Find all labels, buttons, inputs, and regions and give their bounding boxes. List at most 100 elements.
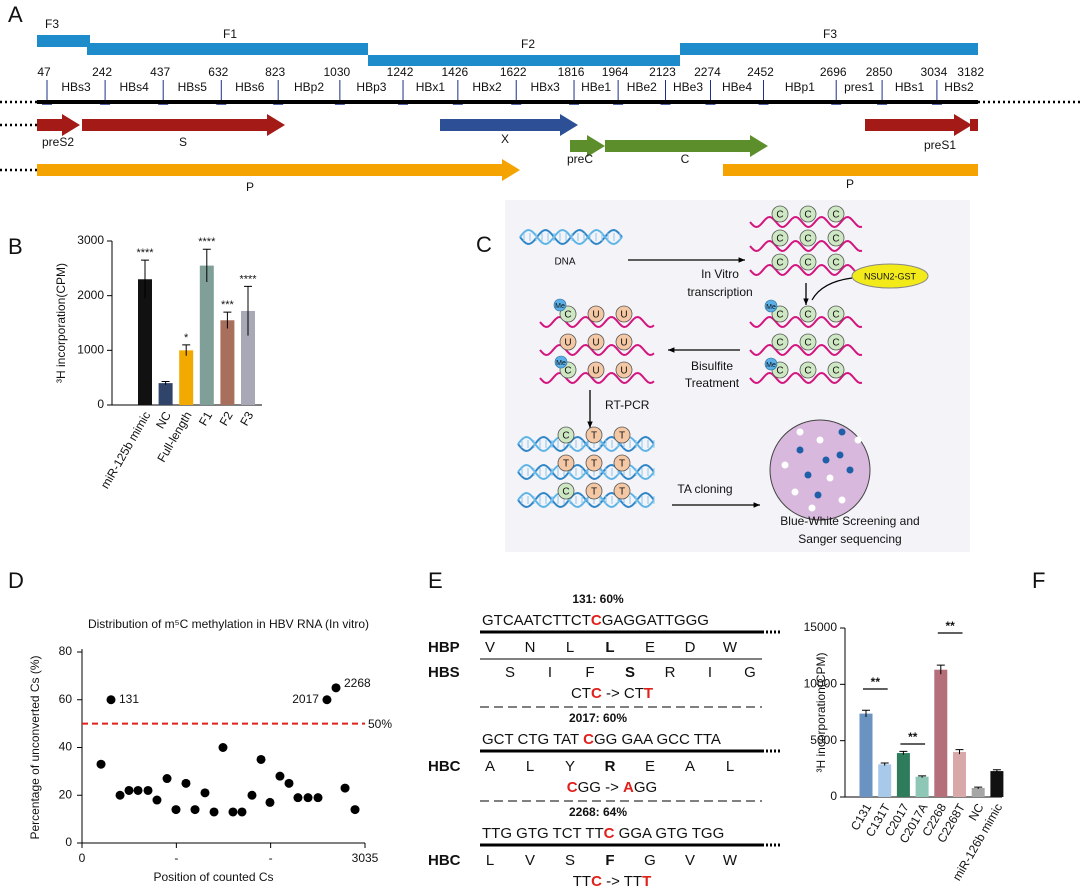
methyl-label: Me [766,362,776,369]
bar [934,669,948,797]
result-label: Sanger sequencing [798,532,901,546]
position-label: 2452 [747,65,774,79]
panel-letter: C [476,232,492,257]
bar [990,771,1004,797]
point [181,778,191,788]
step-label: Bisulfite [691,359,733,373]
error-bar [899,750,908,755]
base-circle [827,205,845,223]
fragment-bar [37,35,90,47]
point [171,805,181,815]
category-label: miR-125b mimic [98,409,153,491]
base-letter: C [832,338,839,349]
amino-acid: F [585,664,594,681]
base-circle [613,426,631,444]
position-label: 1426 [441,65,468,79]
mutation-part: C [567,779,578,796]
mutation: CGG -> AGG [567,779,657,796]
position-label: 2696 [820,65,847,79]
error-bar [223,311,232,329]
mutation-part: GG [634,779,657,796]
base-letter: C [804,210,811,221]
mutation-part: TT [573,873,591,889]
threshold-label: 50% [368,717,392,731]
position-label: 242 [92,65,112,79]
y-tick-label: 20 [59,787,73,801]
significance: **** [136,247,154,259]
fragment-label: F1 [223,27,237,41]
strand [517,491,655,509]
colony [838,428,846,436]
base-circle [827,333,845,351]
fragment-bar [680,43,978,55]
base-circle [557,426,575,444]
colony [846,466,854,474]
point [303,793,313,803]
sequence-part: GG GAA GCC TTA [594,731,721,748]
panel-letter: D [8,568,24,593]
base-letter: C [832,366,839,377]
colony [796,446,804,454]
base-letter: C [832,234,839,245]
base-circle [557,482,575,500]
position-label: 1816 [558,65,585,79]
y-tick-label: 10000 [804,677,838,691]
sequence-part: TTG GTG TCT TT [482,825,604,842]
orf-label: preC [567,152,593,166]
amino-acid: A [485,758,495,775]
base-letter: U [620,310,627,321]
bracket-label: ** [871,675,881,689]
y-tick-label: 2000 [77,288,104,302]
base-letter: C [804,234,811,245]
strand [517,463,655,481]
strand [539,371,655,385]
colony [822,456,830,464]
strand [749,315,863,329]
fragment-bar [368,55,680,66]
mutation-part: C [591,685,602,702]
base-circle [615,361,633,379]
base-letter: C [564,310,571,321]
bar [915,776,929,797]
orf-label: P [246,180,254,194]
methyl-label: Me [556,360,566,367]
base-circle [827,253,845,271]
y-tick-label: 1000 [77,343,104,357]
strand [749,239,863,253]
significance: * [184,332,189,344]
orf-arrow [865,114,972,136]
bar [953,751,966,797]
point [115,790,125,800]
base-letter: U [592,310,599,321]
base-letter: C [776,234,783,245]
fragment-bar [87,43,368,55]
amino-acid: L [726,758,734,775]
amino-acid: N [525,639,536,656]
position-label: 2850 [866,65,893,79]
colony [836,451,844,459]
base-letter: C [832,310,839,321]
chart-title: Distribution of m⁵C methylation in HBV R… [88,617,369,631]
pres1-end-block [970,119,978,131]
error-bar [974,786,983,789]
sequence-part: GGA GTG TGG [615,825,725,842]
mutation-part: GG -> [578,779,623,796]
step-label: transcription [687,285,752,299]
base-circle [799,305,817,323]
amino-acid: W [723,852,738,869]
sequence-part: GCT CTG TAT [482,731,583,748]
base-circle [613,482,631,500]
primer-label: HBs5 [178,80,208,94]
point [247,790,257,800]
colony [826,474,834,482]
point-annotation: 2268 [344,676,371,690]
amino-acid: E [645,639,655,656]
point [340,783,350,793]
sequence-part: GTCAATCTTCT [482,612,591,629]
methyl-circle [553,298,567,312]
methyl-circle [554,355,568,369]
result-label: Blue-White Screening and [780,514,919,528]
significance: **** [239,273,257,285]
primer-label: HBp2 [294,80,324,94]
